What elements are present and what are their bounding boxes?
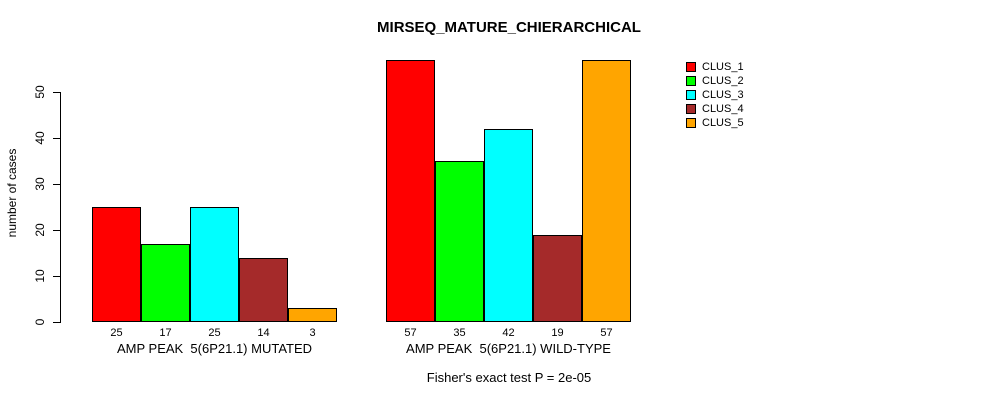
bar-clus_4-group-0 [239,258,288,322]
bar-value-label: 57 [600,327,613,339]
group-label-0: AMP PEAK 5(6P21.1) MUTATED [116,341,313,356]
y-tick-label-40: 40 [33,131,47,145]
legend-label: CLUS_2 [702,75,744,87]
legend: CLUS_1 CLUS_2 CLUS_3 CLUS_4 CLUS_5 [686,60,744,130]
bar-value-label: 57 [404,327,417,339]
y-axis-label: number of cases [5,148,19,238]
legend-swatch-icon [686,90,696,100]
y-tick-label-30: 30 [33,177,47,191]
bar-clus_5-group-1 [582,60,631,322]
bar-clus_4-group-1 [533,235,582,322]
y-tick-50 [53,92,60,93]
bar-value-label: 25 [208,327,221,339]
bar-clus_3-group-0 [190,207,239,322]
y-tick-10 [53,276,60,277]
bar-clus_3-group-1 [484,129,533,322]
y-tick-40 [53,138,60,139]
y-tick-label-0: 0 [33,318,47,326]
legend-swatch-icon [686,118,696,128]
legend-swatch-icon [686,62,696,72]
caption-fisher-test: Fisher's exact test P = 2e-05 [426,370,592,385]
legend-item-clus_1: CLUS_1 [686,60,744,74]
bar-clus_2-group-1 [435,161,484,322]
legend-item-clus_5: CLUS_5 [686,116,744,130]
bar-value-label: 3 [309,327,316,339]
legend-item-clus_4: CLUS_4 [686,102,744,116]
y-tick-label-10: 10 [33,269,47,283]
bar-clus_5-group-0 [288,308,337,322]
y-tick-0 [53,322,60,323]
bar-clus_1-group-1 [386,60,435,322]
legend-label: CLUS_4 [702,103,744,115]
bar-value-label: 14 [257,327,270,339]
legend-label: CLUS_3 [702,89,744,101]
legend-item-clus_2: CLUS_2 [686,74,744,88]
bar-value-label: 19 [551,327,564,339]
y-axis-line [60,92,61,323]
bar-value-label: 25 [110,327,123,339]
group-label-1: AMP PEAK 5(6P21.1) WILD-TYPE [406,341,611,356]
bar-value-label: 35 [453,327,466,339]
legend-label: CLUS_1 [702,61,744,73]
legend-swatch-icon [686,76,696,86]
legend-item-clus_3: CLUS_3 [686,88,744,102]
chart-title: MIRSEQ_MATURE_CHIERARCHICAL [377,19,641,36]
legend-label: CLUS_5 [702,117,744,129]
y-tick-label-20: 20 [33,223,47,237]
y-tick-label-50: 50 [33,85,47,99]
bar-value-label: 17 [159,327,172,339]
y-tick-20 [53,230,60,231]
bar-clus_2-group-0 [141,244,190,322]
legend-swatch-icon [686,104,696,114]
bar-clus_1-group-0 [92,207,141,322]
bar-value-label: 42 [502,327,515,339]
y-tick-30 [53,184,60,185]
